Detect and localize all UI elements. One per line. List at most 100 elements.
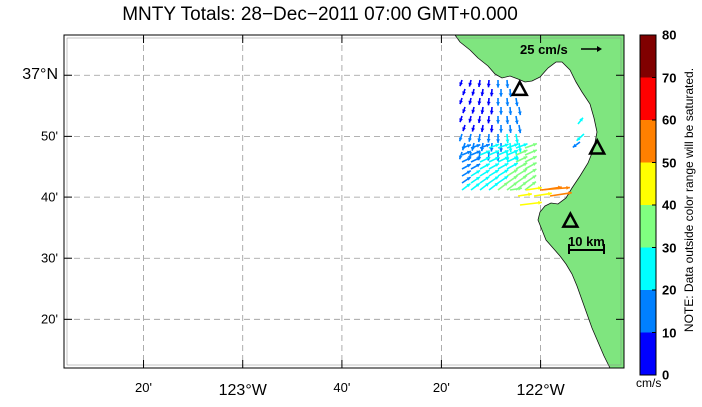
map-frame-outer — [66, 37, 622, 366]
current-vector — [497, 169, 509, 177]
current-vector — [486, 97, 491, 106]
current-vector — [480, 106, 485, 115]
current-vector — [496, 79, 500, 88]
current-vector — [461, 182, 471, 191]
current-vector — [508, 88, 513, 97]
colorbar-segment — [640, 205, 656, 248]
current-vector — [506, 162, 519, 170]
current-vector — [524, 168, 537, 177]
current-vector — [468, 115, 473, 123]
colorbar-tick-label: 10 — [662, 325, 677, 340]
y-tick-label: 40' — [41, 189, 58, 205]
current-vector — [505, 97, 510, 106]
current-vector — [471, 106, 476, 114]
current-vector — [499, 106, 503, 115]
scale-bar-label: 10 km — [568, 234, 605, 249]
radar-stations — [510, 79, 607, 228]
current-vector — [524, 155, 538, 163]
colorbar-tick-label: 0 — [662, 367, 670, 383]
current-vector — [488, 169, 500, 177]
current-vector — [505, 133, 510, 144]
current-vector — [461, 163, 472, 170]
current-vector — [497, 162, 509, 170]
current-vector — [468, 79, 473, 87]
current-vector — [470, 163, 481, 170]
current-vector — [496, 115, 500, 124]
current-vector — [477, 79, 482, 88]
x-tick-label: 20' — [432, 380, 450, 395]
x-tick-label: 123°W — [218, 382, 267, 399]
colorbar-tick-label: 40 — [662, 197, 677, 213]
colorbar-segment — [640, 247, 656, 290]
colorbar-segment — [640, 120, 656, 163]
y-tick-label: 20' — [41, 311, 58, 327]
current-vector — [488, 143, 500, 149]
current-vector — [480, 124, 485, 133]
colorbar-tick-label: 70 — [662, 70, 677, 85]
current-vector — [488, 175, 500, 184]
current-vector — [505, 79, 510, 88]
current-vector — [462, 88, 466, 96]
current-vector — [497, 181, 509, 191]
reference-vector-label: 25 cm/s — [520, 42, 568, 57]
current-vector — [524, 174, 537, 184]
current-vector — [459, 97, 463, 105]
current-vector — [524, 161, 537, 170]
current-vector — [524, 142, 538, 149]
colorbar-tick-label: 60 — [662, 112, 677, 128]
current-vector — [515, 143, 528, 149]
colorbar-segment — [640, 77, 656, 120]
current-vector — [497, 156, 509, 163]
current-vector — [488, 182, 499, 191]
current-vector — [488, 162, 500, 170]
current-vector — [515, 149, 528, 156]
current-vector — [470, 156, 481, 163]
map-frame — [63, 34, 625, 369]
current-vector — [505, 115, 510, 124]
current-vector — [509, 186, 522, 191]
current-vector — [470, 150, 481, 156]
graticule-grid — [64, 35, 624, 368]
colorbar-tick-label: 80 — [662, 27, 677, 43]
current-vector — [479, 150, 491, 156]
radar-station-marker — [510, 79, 529, 97]
current-vector — [470, 143, 481, 149]
current-vector — [458, 133, 463, 142]
current-vector — [499, 124, 503, 133]
current-vector — [479, 156, 491, 163]
california-coast-land — [454, 35, 624, 368]
colorbar-tick-label: 50 — [662, 155, 677, 170]
current-vector — [506, 149, 519, 156]
colorbar — [639, 34, 657, 376]
colorbar-tick-label: 20 — [662, 282, 677, 298]
current-vector — [506, 181, 518, 191]
current-vector — [496, 97, 500, 106]
current-vector — [515, 168, 528, 177]
current-vector — [499, 88, 503, 97]
x-tick-label: 40' — [333, 380, 351, 395]
current-vector — [468, 133, 472, 142]
current-vector — [468, 97, 473, 105]
current-vector — [497, 175, 509, 184]
current-vector — [486, 133, 491, 143]
current-vector — [461, 150, 472, 156]
current-vector — [458, 151, 463, 160]
current-vector — [517, 106, 522, 116]
current-vector — [489, 124, 494, 133]
current-vector — [489, 88, 494, 97]
current-vector — [549, 191, 572, 197]
colorbar-segment — [640, 162, 656, 205]
current-vector — [477, 97, 482, 106]
current-vector — [525, 186, 542, 191]
current-vector — [515, 174, 528, 184]
current-vector — [486, 79, 491, 88]
current-vector — [470, 169, 481, 177]
current-vector — [479, 143, 491, 149]
current-vector — [508, 106, 513, 115]
current-vector — [477, 115, 482, 124]
current-vector — [497, 143, 509, 149]
current-vector — [506, 168, 519, 177]
map-title: MNTY Totals: 28−Dec−2011 07:00 GMT+0.000 — [122, 4, 518, 25]
current-vector — [470, 182, 481, 191]
